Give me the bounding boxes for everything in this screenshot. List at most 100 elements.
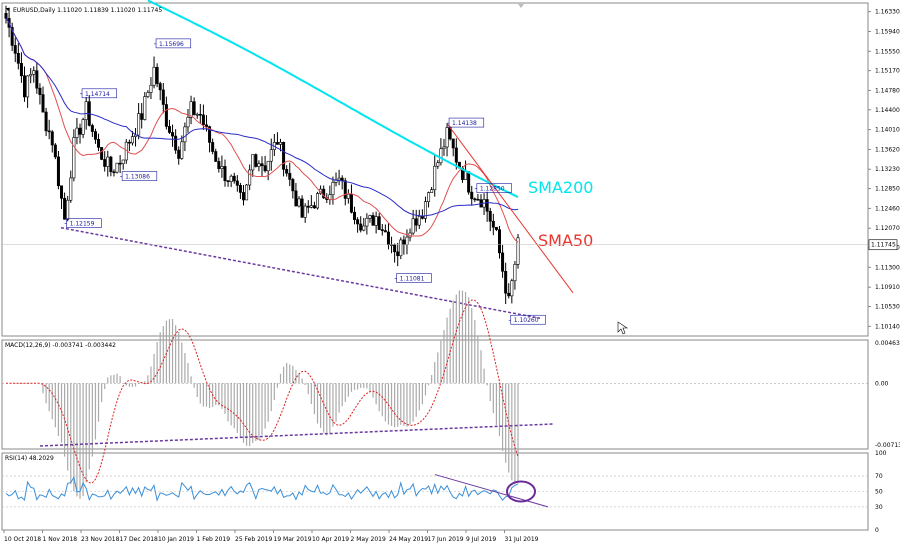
price-axis-label: 1.11300 bbox=[875, 264, 900, 271]
candle-body bbox=[112, 171, 116, 174]
candle-body bbox=[297, 198, 301, 207]
price-axis-label: 1.13230 bbox=[875, 166, 900, 173]
macd-axis-label: 0.00 bbox=[875, 380, 889, 387]
candle-body bbox=[346, 193, 350, 199]
rsi-axis-label: 0 bbox=[875, 527, 879, 534]
candle-body bbox=[66, 199, 70, 220]
candle-body bbox=[386, 231, 390, 245]
price-marker-box bbox=[510, 314, 546, 325]
candle-body bbox=[473, 198, 477, 201]
candle-body bbox=[226, 180, 230, 183]
candle-body bbox=[195, 113, 199, 116]
time-axis-label: 17 Dec 2018 bbox=[120, 536, 159, 543]
price-marker-label: 1.14714 bbox=[85, 91, 110, 98]
candle-body bbox=[306, 205, 310, 208]
candle-body bbox=[143, 96, 147, 120]
candle-body bbox=[343, 180, 347, 199]
price-axis-label: 1.12850 bbox=[875, 186, 900, 193]
candle-body bbox=[174, 135, 178, 151]
candle-body bbox=[84, 101, 88, 120]
price-axis-label: 1.15550 bbox=[875, 48, 900, 55]
candle-body bbox=[235, 180, 239, 186]
price-axis-label: 1.14780 bbox=[875, 87, 900, 94]
candle-body bbox=[214, 151, 218, 162]
candle-body bbox=[16, 53, 20, 64]
candle-body bbox=[504, 271, 508, 294]
candle-body bbox=[365, 217, 369, 227]
candle-body bbox=[223, 166, 227, 182]
candle-body bbox=[436, 162, 440, 167]
candle-body bbox=[204, 124, 208, 127]
current-price-tag bbox=[868, 239, 898, 251]
sma200-label: SMA200 bbox=[528, 178, 593, 197]
rsi-line bbox=[5, 475, 519, 502]
red-trend-line bbox=[446, 123, 574, 294]
candle-body bbox=[417, 216, 421, 226]
candle-body bbox=[130, 136, 134, 144]
candle-body bbox=[198, 113, 202, 116]
candle-body bbox=[109, 156, 113, 173]
candle-body bbox=[118, 162, 122, 165]
candle-body bbox=[260, 163, 264, 166]
candle-body bbox=[13, 45, 17, 54]
candle-body bbox=[189, 101, 193, 118]
candle-body bbox=[445, 127, 449, 148]
macd-axis-label: 0.004637 bbox=[875, 340, 900, 347]
price-marker-box bbox=[155, 38, 192, 49]
time-axis-label: 19 Mar 2019 bbox=[274, 536, 312, 543]
candle-body bbox=[248, 169, 252, 186]
candle-body bbox=[300, 198, 304, 218]
candle-body bbox=[312, 205, 316, 209]
time-axis-label: 24 May 2019 bbox=[389, 536, 428, 543]
candle-body bbox=[245, 184, 249, 201]
candle-body bbox=[427, 192, 431, 202]
candle-body bbox=[238, 185, 242, 193]
candle-body bbox=[411, 218, 415, 234]
candle-body bbox=[251, 154, 255, 171]
shift-marker-icon[interactable] bbox=[518, 4, 524, 8]
candle-body bbox=[158, 83, 162, 91]
candle-body bbox=[279, 142, 283, 145]
candle-body bbox=[433, 165, 437, 190]
sma-red-line bbox=[5, 18, 519, 243]
candle-body bbox=[491, 220, 495, 228]
time-axis-label: 9 Jul 2019 bbox=[466, 536, 496, 543]
candle-body bbox=[69, 177, 73, 201]
candle-body bbox=[161, 89, 165, 105]
support-trend-line bbox=[60, 226, 541, 319]
candle-body bbox=[353, 211, 357, 220]
candle-body bbox=[282, 142, 286, 170]
candle-body bbox=[380, 229, 384, 231]
candle-body bbox=[497, 229, 501, 254]
candle-body bbox=[349, 193, 353, 213]
price-axis-label: 1.12460 bbox=[875, 205, 900, 212]
candle-body bbox=[442, 146, 446, 150]
candle-body bbox=[180, 141, 184, 159]
time-axis-label: 31 Jul 2019 bbox=[505, 536, 539, 543]
candle-body bbox=[393, 244, 397, 253]
price-marker-box bbox=[476, 183, 512, 193]
candle-body bbox=[291, 179, 295, 192]
price-axis-label: 1.10910 bbox=[875, 284, 900, 291]
macd-axis-label: -0.007132 bbox=[875, 442, 900, 449]
candle-body bbox=[127, 141, 131, 144]
mouse-cursor-icon bbox=[617, 321, 628, 335]
candle-body bbox=[467, 171, 471, 193]
rsi-axis-label: 70 bbox=[875, 473, 883, 480]
candle-body bbox=[137, 113, 141, 136]
candle-body bbox=[485, 199, 489, 212]
price-marker-box bbox=[81, 88, 118, 99]
symbol-header: EURUSD,Daily 1.11020 1.11839 1.11020 1.1… bbox=[13, 7, 162, 14]
current-price-label: 1.11745 bbox=[871, 242, 896, 249]
candle-body bbox=[303, 205, 307, 218]
rsi-axis-label: 30 bbox=[875, 504, 883, 511]
dropdown-arrow-icon[interactable] bbox=[6, 8, 10, 11]
price-marker-box bbox=[121, 171, 158, 181]
candle-body bbox=[75, 127, 79, 138]
candle-body bbox=[146, 92, 150, 97]
candle-body bbox=[430, 189, 434, 193]
candle-body bbox=[81, 119, 85, 135]
candle-body bbox=[26, 75, 30, 98]
candle-body bbox=[167, 126, 171, 133]
